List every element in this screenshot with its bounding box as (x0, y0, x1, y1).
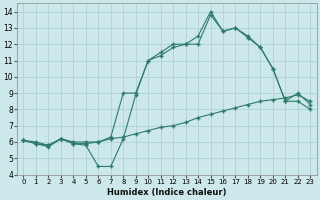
X-axis label: Humidex (Indice chaleur): Humidex (Indice chaleur) (107, 188, 227, 197)
